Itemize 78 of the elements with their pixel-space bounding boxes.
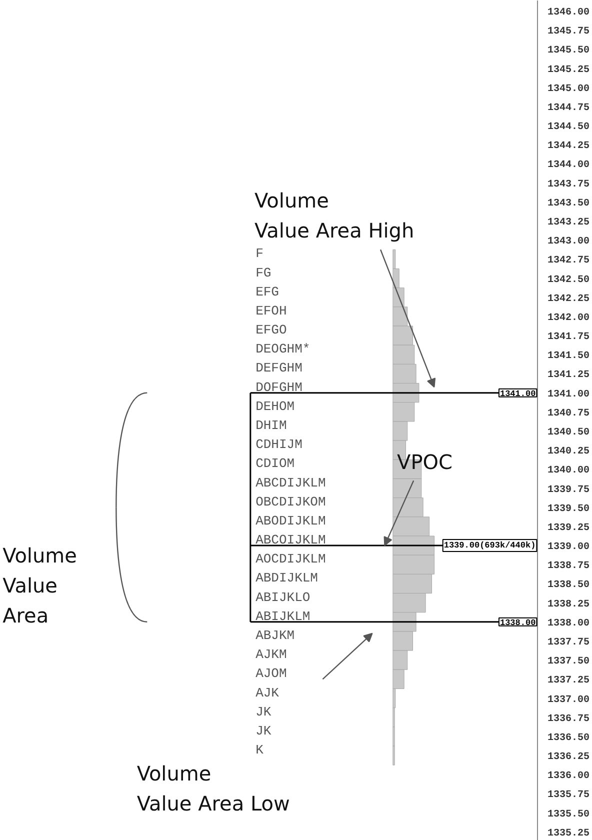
y-tick-label: 1339.00	[548, 542, 590, 554]
text: JK	[256, 723, 272, 738]
y-tick-label: 1343.75	[548, 179, 590, 190]
y-tick-label: 1345.50	[548, 46, 590, 57]
y-tick-label: 1344.00	[548, 160, 590, 172]
y-tick-label: 1339.25	[548, 522, 590, 534]
text: ABODIJKLM	[256, 513, 326, 528]
text: DOFGHM	[256, 380, 302, 395]
text: Volume Value Area	[2, 544, 77, 628]
text: ABIJKLO	[256, 590, 310, 605]
text: JK	[256, 704, 272, 720]
y-tick-label: 1335.25	[548, 828, 590, 840]
y-tick-label: 1341.00	[548, 389, 590, 400]
y-tick-label: 1336.00	[548, 771, 590, 782]
annotation: Volume Value Area High	[254, 188, 414, 243]
text: AJOM	[256, 666, 287, 682]
text: K	[256, 742, 264, 758]
y-tick-label: 1336.25	[548, 752, 590, 764]
text: DEOGHM*	[256, 342, 310, 357]
y-tick-label: 1337.00	[548, 694, 590, 706]
y-tick-label: 1346.00	[548, 8, 590, 18]
text: CDIOM	[256, 456, 295, 472]
text: OBCDIJKOM	[256, 494, 326, 510]
y-tick-label: 1340.00	[548, 466, 590, 477]
y-tick-label: 1344.25	[548, 141, 590, 152]
y-tick-label: 1338.00	[548, 618, 590, 630]
y-tick-label: 1344.75	[548, 102, 590, 114]
text: ABJKM	[256, 628, 295, 643]
y-tick-label: 1342.00	[548, 312, 590, 324]
text: DEFGHM	[256, 360, 302, 376]
y-tick-label: 1340.75	[548, 408, 590, 420]
y-tick-label: 1341.50	[548, 351, 590, 362]
text: EFG	[256, 284, 279, 300]
y-tick-label: 1342.25	[548, 294, 590, 305]
ref-line-label: 1341.00	[500, 388, 536, 399]
y-tick-label: 1340.25	[548, 446, 590, 458]
text: AJK	[256, 685, 280, 700]
text: DHIM	[256, 418, 287, 433]
text: ABIJKLM	[256, 608, 310, 624]
text: EFGO	[256, 322, 287, 338]
text: EFOH	[256, 303, 287, 318]
y-tick-label: 1342.75	[548, 256, 590, 267]
y-tick-label: 1341.75	[548, 332, 590, 344]
text: AOCDIJKLM	[256, 552, 326, 567]
y-tick-label: 1345.00	[548, 84, 590, 95]
y-tick-label: 1341.25	[548, 370, 590, 382]
text: CDHIJM	[256, 437, 302, 452]
y-tick-label: 1340.50	[548, 428, 590, 438]
ref-line-label: 1339.00(693k/440k)	[444, 540, 536, 551]
y-tick-label: 1343.50	[548, 198, 590, 210]
y-tick-label: 1337.25	[548, 676, 590, 687]
y-tick-label: 1345.75	[548, 26, 590, 38]
ref-line-label: 1338.00	[500, 618, 536, 628]
y-tick-label: 1342.50	[548, 274, 590, 286]
y-tick-label: 1343.00	[548, 236, 590, 248]
y-tick-label: 1336.50	[548, 732, 590, 744]
y-tick-label: 1344.50	[548, 122, 590, 134]
text: FG	[256, 265, 272, 280]
y-tick-label: 1345.25	[548, 64, 590, 76]
y-tick-label: 1338.25	[548, 599, 590, 610]
y-tick-label: 1343.25	[548, 218, 590, 228]
text: Volume Value Area Low	[136, 761, 290, 816]
text: AJKM	[256, 647, 287, 662]
text: ABCDIJKLM	[256, 475, 326, 490]
y-tick-label: 1337.75	[548, 638, 590, 648]
y-tick-label: 1335.75	[548, 790, 590, 802]
y-tick-label: 1339.50	[548, 504, 590, 515]
y-tick-label: 1336.75	[548, 714, 590, 725]
annotation: VPOC	[397, 450, 453, 474]
y-tick-label: 1338.50	[548, 580, 590, 592]
y-tick-label: 1339.75	[548, 484, 590, 496]
y-tick-label: 1338.75	[548, 561, 590, 572]
y-tick-label: 1335.50	[548, 809, 590, 820]
text: F	[256, 246, 264, 262]
text: ABCOIJKLM	[256, 532, 326, 548]
text: ABDIJKLM	[256, 570, 318, 586]
text: DEHOM	[256, 398, 295, 414]
y-tick-label: 1337.50	[548, 656, 590, 668]
